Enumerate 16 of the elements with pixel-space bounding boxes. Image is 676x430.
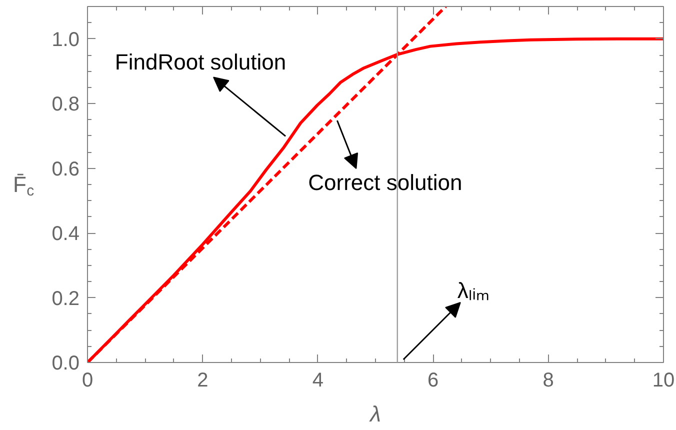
- ref-line-label: λₗᵢₘ: [457, 278, 489, 303]
- x-tick-label: 4: [312, 370, 324, 392]
- y-tick-label: 0.2: [52, 288, 80, 310]
- x-tick-label: 6: [428, 370, 439, 392]
- x-tick-label: 10: [652, 370, 675, 392]
- x-axis-title: λ: [369, 402, 381, 426]
- y-tick-label: 0.6: [52, 158, 80, 180]
- annotation: FindRoot solution: [114, 50, 286, 75]
- y-tick-label: 1.0: [52, 28, 80, 51]
- x-tick-label: 2: [197, 370, 208, 392]
- x-tick-label: 8: [542, 370, 554, 392]
- y-tick-label: 0.0: [52, 352, 80, 374]
- x-tick-label: 0: [82, 370, 94, 392]
- annotation: Correct solution: [308, 170, 462, 196]
- y-tick-label: 0.8: [52, 94, 80, 116]
- y-tick-label: 0.4: [52, 223, 80, 246]
